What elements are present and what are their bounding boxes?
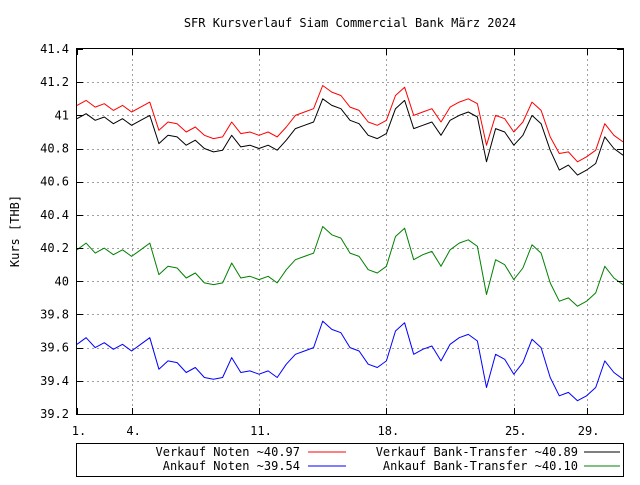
y-tick-label: 39.6 [40,341,69,355]
y-tick-label: 40.6 [40,175,69,189]
plot-frame [76,48,624,415]
x-tick-label: 11. [250,424,272,438]
x-tick-label: 25. [505,424,527,438]
y-tick-label: 40 [55,274,69,288]
y-tick-label: 39.4 [40,374,69,388]
y-tick-label: 40.8 [40,142,69,156]
series-lines [76,85,624,402]
legend-label-verkauf-bank-transfer: Verkauf Bank-Transfer ~40.89 [376,445,578,459]
legend: Verkauf Noten ~40.97 Verkauf Bank-Transf… [76,443,624,477]
legend-box [76,443,624,477]
series-line-1 [76,98,624,176]
y-tick-label: 41 [55,108,69,122]
x-tick-label: 4. [126,424,140,438]
grid-lines [77,49,623,414]
series-line-3 [76,226,624,307]
legend-label-verkauf-noten: Verkauf Noten ~40.97 [156,445,301,459]
series-line-0 [76,85,624,163]
chart-title: SFR Kursverlauf Siam Commercial Bank Mär… [184,16,516,30]
x-tick-label: 29. [578,424,600,438]
y-tick-label: 41.2 [40,75,69,89]
legend-label-ankauf-bank-transfer: Ankauf Bank-Transfer ~40.10 [383,459,578,473]
y-axis-label: Kurs [THB] [8,195,22,267]
axis-ticks: 39.2 39.4 39.6 39.8 40 40.2 40.4 40.6 40.8 41 41.2… [40,42,623,438]
x-tick-label: 18. [378,424,400,438]
y-tick-label: 40.2 [40,241,69,255]
y-tick-label: 41.4 [40,42,69,56]
y-tick-label: 39.8 [40,307,69,321]
y-tick-label: 40.4 [40,208,69,222]
series-line-2 [76,320,624,402]
legend-label-ankauf-noten: Ankauf Noten ~39.54 [163,459,300,473]
y-tick-label: 39.2 [40,407,69,421]
x-tick-label: 1. [72,424,86,438]
